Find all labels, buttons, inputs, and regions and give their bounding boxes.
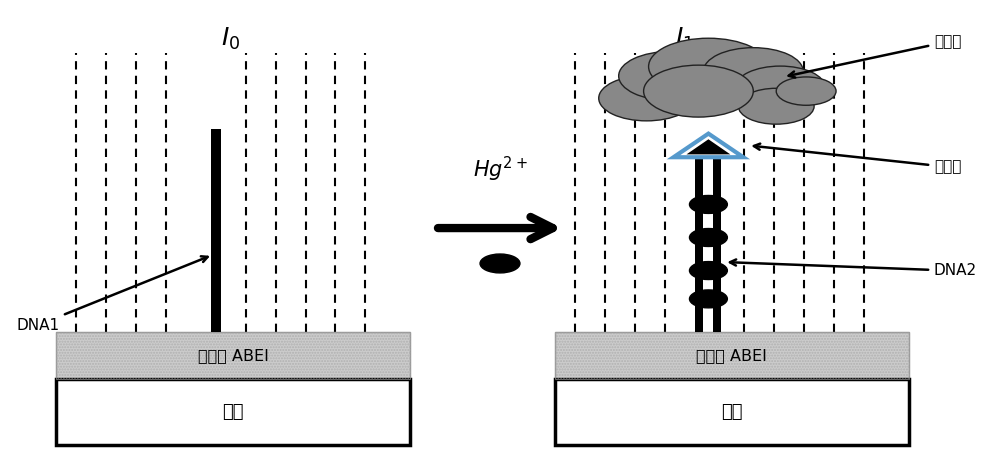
Bar: [555, 332, 909, 379]
Text: 电聚合 ABEI: 电聚合 ABEI: [696, 348, 767, 363]
Text: $\mathit{I}_0$: $\mathit{I}_0$: [221, 26, 240, 52]
Text: DNA1: DNA1: [16, 256, 208, 332]
Circle shape: [689, 262, 727, 279]
Circle shape: [689, 290, 727, 308]
Text: 电极: 电极: [222, 403, 244, 421]
Bar: [56, 379, 410, 445]
Bar: [56, 332, 410, 379]
Text: 电聚合 ABEI: 电聚合 ABEI: [198, 348, 269, 363]
Circle shape: [776, 77, 836, 105]
Bar: [555, 379, 909, 445]
Bar: [555, 332, 909, 379]
Circle shape: [619, 51, 722, 101]
Circle shape: [703, 48, 803, 95]
Text: 亲和素: 亲和素: [789, 34, 961, 77]
Circle shape: [735, 66, 825, 109]
Circle shape: [480, 254, 520, 273]
Circle shape: [649, 38, 768, 95]
Text: 电极: 电极: [721, 403, 743, 421]
Bar: [56, 332, 410, 379]
Text: 生物素: 生物素: [754, 143, 961, 174]
Circle shape: [738, 88, 814, 124]
Circle shape: [689, 196, 727, 213]
Circle shape: [689, 228, 727, 247]
Text: DNA2: DNA2: [730, 259, 977, 278]
Bar: [695, 157, 703, 332]
Bar: [713, 157, 721, 332]
Text: $Hg^{2+}$: $Hg^{2+}$: [473, 154, 527, 184]
Polygon shape: [674, 133, 743, 157]
Text: $\mathit{I}_1$: $\mathit{I}_1$: [675, 26, 694, 52]
Circle shape: [644, 65, 753, 117]
Polygon shape: [686, 139, 730, 154]
Circle shape: [599, 76, 694, 121]
Bar: [211, 129, 221, 332]
